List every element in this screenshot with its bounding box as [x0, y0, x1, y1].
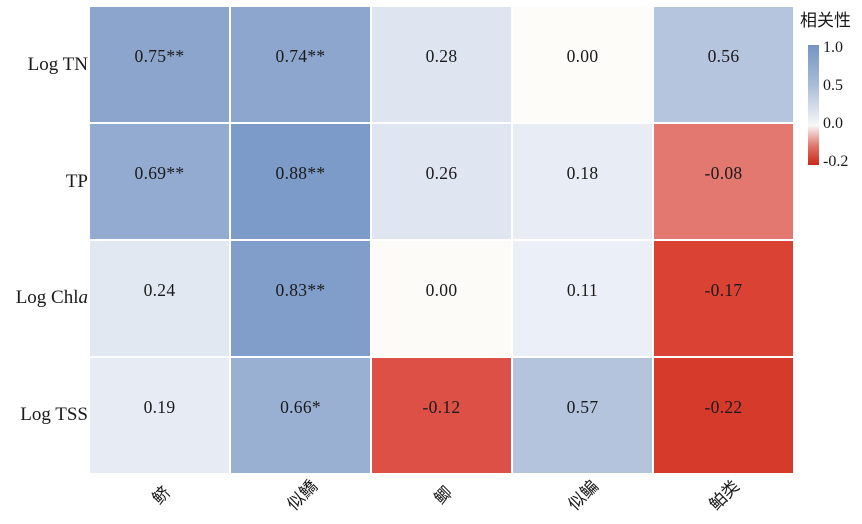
- cell-value: 0.88**: [275, 163, 326, 183]
- col-label: 鲌类: [705, 476, 744, 515]
- heatmap-cell: 0.28: [372, 7, 511, 122]
- heatmap-cell: 0.24: [90, 241, 229, 356]
- cell-value: 0.19: [143, 397, 176, 417]
- legend-tick: -0.2: [823, 153, 849, 170]
- col-label: 鲚: [148, 482, 175, 509]
- heatmap-cell: 0.00: [513, 7, 652, 122]
- col-label: 似鳊: [564, 476, 603, 515]
- heatmap-cell: 0.75**: [90, 7, 229, 122]
- cell-value: 0.18: [566, 163, 599, 183]
- cell-value: -0.22: [704, 397, 743, 417]
- row-label: TP: [65, 171, 88, 192]
- cell-value: 0.11: [566, 280, 599, 300]
- heatmap-cell: 0.26: [372, 124, 511, 239]
- heatmap-cell: 0.00: [372, 241, 511, 356]
- heatmap-cell: 0.88**: [231, 124, 370, 239]
- row-label: Log Chla: [15, 287, 88, 308]
- heatmap-cell: -0.08: [654, 124, 793, 239]
- cell-value: -0.17: [704, 280, 743, 300]
- cell-value: 0.56: [707, 46, 740, 66]
- cell-value: 0.57: [566, 397, 599, 417]
- row-label: Log TSS: [20, 404, 88, 425]
- cell-value: 0.74**: [275, 46, 326, 66]
- legend-colorbar: [808, 45, 819, 165]
- heatmap-grid: 0.75** 0.74** 0.28 0.00 0.56 0.69** 0.88** 0.26…: [90, 7, 793, 473]
- cell-value: 0.83**: [275, 280, 326, 300]
- cell-value: -0.08: [704, 163, 743, 183]
- cell-value: 0.66*: [280, 397, 321, 417]
- heatmap-cell: 0.57: [513, 358, 652, 473]
- cell-value: 0.26: [425, 163, 458, 183]
- cell-value: 0.28: [425, 46, 458, 66]
- legend-tick: 0.5: [823, 77, 843, 94]
- heatmap-cell: 0.69**: [90, 124, 229, 239]
- legend-tick: 0.0: [823, 115, 843, 132]
- cell-value: 0.00: [566, 46, 599, 66]
- heatmap-cell: 0.74**: [231, 7, 370, 122]
- cell-value: 0.24: [143, 280, 176, 300]
- heatmap-cell: 0.56: [654, 7, 793, 122]
- col-label: 鲫: [430, 482, 457, 509]
- cell-value: 0.75**: [134, 46, 185, 66]
- heatmap-cell: -0.12: [372, 358, 511, 473]
- legend-title: 相关性: [800, 11, 851, 30]
- heatmap-cell: 0.83**: [231, 241, 370, 356]
- heatmap-cell: 0.66*: [231, 358, 370, 473]
- row-label: Log TN: [27, 54, 88, 75]
- heatmap-cell: 0.11: [513, 241, 652, 356]
- heatmap-cell: 0.18: [513, 124, 652, 239]
- col-label: 似鱎: [283, 476, 322, 515]
- heatmap-cell: -0.22: [654, 358, 793, 473]
- heatmap-cell: 0.19: [90, 358, 229, 473]
- legend-tick: 1.0: [823, 39, 843, 56]
- cell-value: 0.00: [425, 280, 458, 300]
- cell-value: 0.69**: [134, 163, 185, 183]
- heatmap-cell: -0.17: [654, 241, 793, 356]
- cell-value: -0.12: [422, 397, 461, 417]
